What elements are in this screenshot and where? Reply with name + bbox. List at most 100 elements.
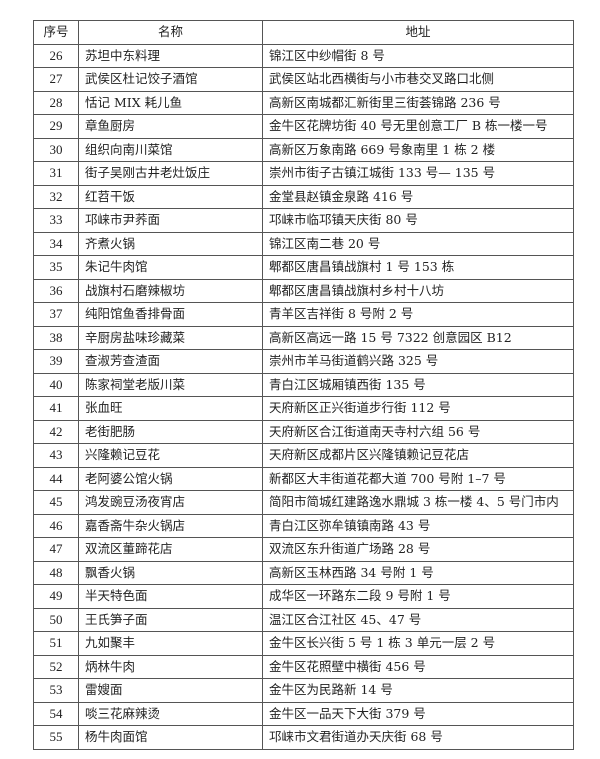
row-number: 38: [33, 325, 79, 350]
row-number: 33: [33, 208, 79, 233]
table-row: 43 兴隆赖记豆花 天府新区成都片区兴隆镇赖记豆花店: [33, 443, 574, 468]
row-number: 41: [33, 396, 79, 421]
row-number: 42: [33, 419, 79, 444]
restaurant-address: 温江区合江社区 45、47 号: [262, 607, 574, 632]
row-number: 36: [33, 278, 79, 303]
table-row: 37 纯阳馆鱼香排骨面 青羊区吉祥街 8 号附 2 号: [33, 302, 574, 327]
row-number: 27: [33, 67, 79, 92]
table-row: 26 苏坦中东料理 锦江区中纱帽街 8 号: [33, 43, 574, 68]
restaurant-name: 红苕干饭: [78, 184, 263, 209]
restaurant-name: 啖三花麻辣烫: [78, 701, 263, 726]
row-number: 35: [33, 255, 79, 280]
header-address: 地址: [262, 20, 574, 45]
restaurant-name: 武侯区杜记饺子酒馆: [78, 67, 263, 92]
table-header-row: 序号 名称 地址: [33, 20, 574, 45]
restaurant-name: 陈家祠堂老版川菜: [78, 372, 263, 397]
restaurant-address: 高新区万象南路 669 号象南里 1 栋 2 楼: [262, 137, 574, 162]
row-number: 49: [33, 584, 79, 609]
restaurant-name: 张血旺: [78, 396, 263, 421]
restaurant-address: 双流区东升街道广场路 28 号: [262, 537, 574, 562]
restaurant-name: 兴隆赖记豆花: [78, 443, 263, 468]
table-row: 54 啖三花麻辣烫 金牛区一品天下大街 379 号: [33, 701, 574, 726]
table-row: 42 老街肥肠 天府新区合江街道南天寺村六组 56 号: [33, 419, 574, 444]
table-row: 46 嘉香斋牛杂火锅店 青白江区弥牟镇镇南路 43 号: [33, 513, 574, 538]
table-row: 51 九如聚丰 金牛区长兴街 5 号 1 栋 3 单元一层 2 号: [33, 631, 574, 656]
restaurant-name: 雷嫂面: [78, 678, 263, 703]
restaurant-address: 成华区一环路东二段 9 号附 1 号: [262, 584, 574, 609]
row-number: 53: [33, 678, 79, 703]
restaurant-address: 新都区大丰街道花都大道 700 号附 1–7 号: [262, 466, 574, 491]
restaurant-address: 天府新区成都片区兴隆镇赖记豆花店: [262, 443, 574, 468]
restaurant-address: 高新区高远一路 15 号 7322 创意园区 B12: [262, 325, 574, 350]
table-row: 34 齐煮火锅 锦江区南二巷 20 号: [33, 231, 574, 256]
restaurant-address: 金牛区花照壁中横街 456 号: [262, 654, 574, 679]
restaurant-address: 锦江区中纱帽街 8 号: [262, 43, 574, 68]
row-number: 44: [33, 466, 79, 491]
restaurant-address: 郫都区唐昌镇战旗村 1 号 153 栋: [262, 255, 574, 280]
restaurant-name: 朱记牛肉馆: [78, 255, 263, 280]
row-number: 52: [33, 654, 79, 679]
table-row: 27 武侯区杜记饺子酒馆 武侯区站北西横街与小市巷交叉路口北侧: [33, 67, 574, 92]
restaurant-address: 天府新区合江街道南天寺村六组 56 号: [262, 419, 574, 444]
table-row: 53 雷嫂面 金牛区为民路新 14 号: [33, 678, 574, 703]
row-number: 50: [33, 607, 79, 632]
restaurant-name: 炳林牛肉: [78, 654, 263, 679]
restaurant-name: 齐煮火锅: [78, 231, 263, 256]
restaurant-name: 纯阳馆鱼香排骨面: [78, 302, 263, 327]
table-row: 35 朱记牛肉馆 郫都区唐昌镇战旗村 1 号 153 栋: [33, 255, 574, 280]
restaurant-address: 邛崃市临邛镇天庆街 80 号: [262, 208, 574, 233]
table-row: 52 炳林牛肉 金牛区花照壁中横街 456 号: [33, 654, 574, 679]
header-number: 序号: [33, 20, 79, 45]
table-row: 36 战旗村石磨辣椒坊 郫都区唐昌镇战旗村乡村十八坊: [33, 278, 574, 303]
row-number: 54: [33, 701, 79, 726]
table-row: 40 陈家祠堂老版川菜 青白江区城厢镇西街 135 号: [33, 372, 574, 397]
row-number: 32: [33, 184, 79, 209]
row-number: 26: [33, 43, 79, 68]
restaurant-address: 邛崃市文君街道办天庆街 68 号: [262, 725, 574, 750]
restaurant-name: 章鱼厨房: [78, 114, 263, 139]
table-row: 33 邛崃市尹荞面 邛崃市临邛镇天庆街 80 号: [33, 208, 574, 233]
restaurant-name: 辛厨房盐味珍藏菜: [78, 325, 263, 350]
table-row: 28 恬记 MIX 耗儿鱼 高新区南城都汇新街里三街荟锦路 236 号: [33, 90, 574, 115]
restaurant-address: 金牛区花牌坊街 40 号无里创意工厂 B 栋一楼一号: [262, 114, 574, 139]
row-number: 43: [33, 443, 79, 468]
restaurant-name: 杨牛肉面馆: [78, 725, 263, 750]
restaurant-address: 高新区玉林西路 34 号附 1 号: [262, 560, 574, 585]
restaurant-name: 查淑芳查渣面: [78, 349, 263, 374]
row-number: 31: [33, 161, 79, 186]
restaurant-name: 飘香火锅: [78, 560, 263, 585]
restaurant-name: 九如聚丰: [78, 631, 263, 656]
restaurant-name: 老阿婆公馆火锅: [78, 466, 263, 491]
restaurant-address: 金牛区长兴街 5 号 1 栋 3 单元一层 2 号: [262, 631, 574, 656]
row-number: 34: [33, 231, 79, 256]
table-row: 55 杨牛肉面馆 邛崃市文君街道办天庆街 68 号: [33, 725, 574, 750]
table-row: 31 街子吴刚古井老灶饭庄 崇州市街子古镇江城街 133 号— 135 号: [33, 161, 574, 186]
restaurant-address: 锦江区南二巷 20 号: [262, 231, 574, 256]
row-number: 37: [33, 302, 79, 327]
table-row: 49 半天特色面 成华区一环路东二段 9 号附 1 号: [33, 584, 574, 609]
table-row: 39 查淑芳查渣面 崇州市羊马街道鹤兴路 325 号: [33, 349, 574, 374]
restaurant-address: 金牛区为民路新 14 号: [262, 678, 574, 703]
row-number: 55: [33, 725, 79, 750]
restaurant-address: 青白江区弥牟镇镇南路 43 号: [262, 513, 574, 538]
restaurant-name: 组织向南川菜馆: [78, 137, 263, 162]
restaurant-address: 高新区南城都汇新街里三街荟锦路 236 号: [262, 90, 574, 115]
restaurant-name: 恬记 MIX 耗儿鱼: [78, 90, 263, 115]
restaurant-name: 苏坦中东料理: [78, 43, 263, 68]
table-row: 50 王氏笋子面 温江区合江社区 45、47 号: [33, 607, 574, 632]
restaurant-address: 郫都区唐昌镇战旗村乡村十八坊: [262, 278, 574, 303]
table-row: 30 组织向南川菜馆 高新区万象南路 669 号象南里 1 栋 2 楼: [33, 137, 574, 162]
header-name: 名称: [78, 20, 263, 45]
row-number: 47: [33, 537, 79, 562]
table-row: 29 章鱼厨房 金牛区花牌坊街 40 号无里创意工厂 B 栋一楼一号: [33, 114, 574, 139]
restaurant-address: 简阳市简城红建路逸水鼎城 3 栋一楼 4、5 号门市内: [262, 490, 574, 515]
row-number: 28: [33, 90, 79, 115]
row-number: 29: [33, 114, 79, 139]
restaurant-table: 序号 名称 地址 26 苏坦中东料理 锦江区中纱帽街 8 号 27 武侯区杜记饺子酒馆武…: [33, 20, 574, 750]
restaurant-address: 青白江区城厢镇西街 135 号: [262, 372, 574, 397]
table-row: 45 鸿发豌豆汤夜宵店 简阳市简城红建路逸水鼎城 3 栋一楼 4、5 号门市内: [33, 490, 574, 515]
restaurant-name: 嘉香斋牛杂火锅店: [78, 513, 263, 538]
restaurant-name: 半天特色面: [78, 584, 263, 609]
restaurant-address: 崇州市街子古镇江城街 133 号— 135 号: [262, 161, 574, 186]
table-row: 41 张血旺 天府新区正兴街道步行街 112 号: [33, 396, 574, 421]
